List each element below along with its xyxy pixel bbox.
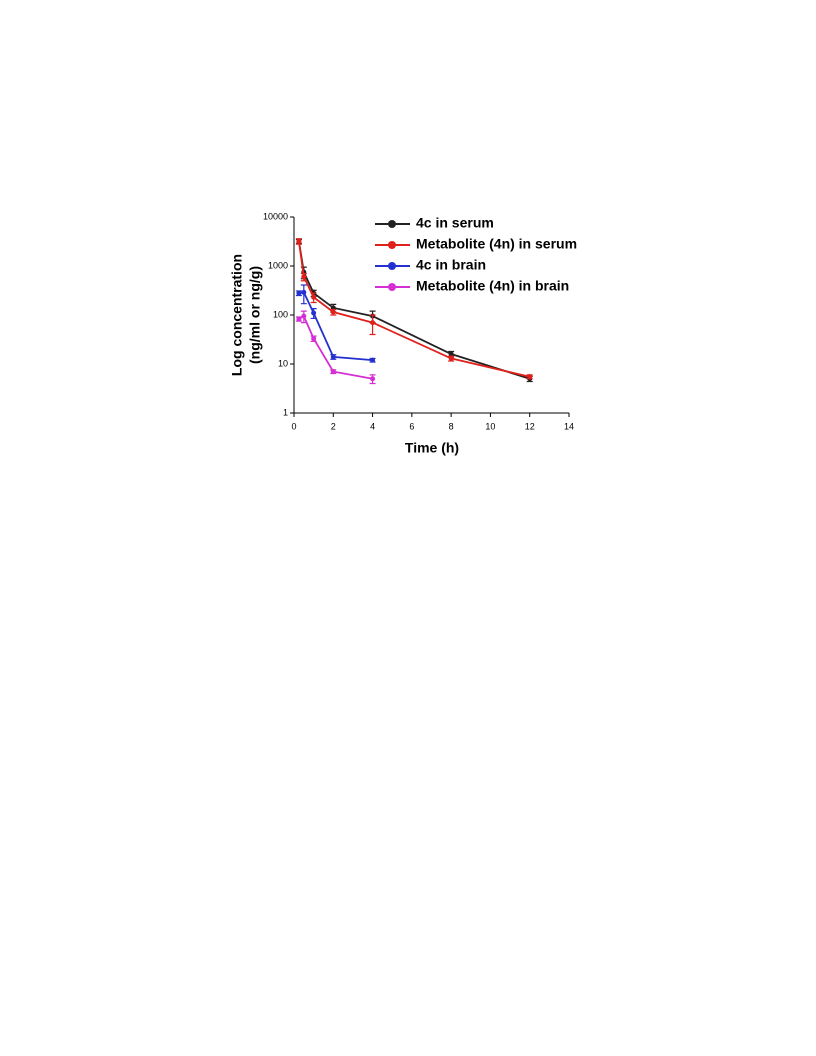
data-point bbox=[527, 374, 533, 380]
legend-label: Metabolite (4n) in brain bbox=[416, 278, 569, 294]
data-point bbox=[301, 289, 307, 295]
data-point bbox=[370, 320, 376, 326]
legend-label: 4c in serum bbox=[416, 215, 494, 231]
x-tick-label: 4 bbox=[370, 421, 375, 431]
data-point bbox=[311, 310, 317, 316]
y-tick-label: 10 bbox=[278, 358, 288, 368]
legend-marker bbox=[388, 241, 396, 249]
y-tick-label: 1 bbox=[283, 407, 288, 417]
legend-label: 4c in brain bbox=[416, 257, 486, 273]
x-tick-label: 8 bbox=[449, 421, 454, 431]
data-point bbox=[301, 313, 307, 319]
data-point bbox=[330, 369, 336, 375]
x-tick-label: 2 bbox=[331, 421, 336, 431]
legend-marker bbox=[388, 283, 396, 291]
data-point bbox=[296, 290, 302, 296]
x-tick-label: 12 bbox=[525, 421, 535, 431]
series-line bbox=[298, 291, 373, 362]
y-axis-label: (ng/ml or ng/g) bbox=[247, 266, 263, 364]
legend-marker bbox=[388, 220, 396, 228]
y-tick-label: 100 bbox=[273, 309, 288, 319]
data-point bbox=[296, 316, 302, 322]
data-point bbox=[296, 238, 302, 244]
y-tick-label: 1000 bbox=[268, 260, 288, 270]
x-tick-label: 10 bbox=[485, 421, 495, 431]
data-point bbox=[370, 357, 376, 363]
data-point bbox=[301, 274, 307, 280]
x-tick-label: 6 bbox=[409, 421, 414, 431]
data-point bbox=[330, 354, 336, 360]
x-tick-label: 0 bbox=[291, 421, 296, 431]
data-point bbox=[448, 355, 454, 361]
data-point bbox=[448, 351, 454, 357]
data-point bbox=[311, 294, 317, 300]
y-tick-label: 10000 bbox=[263, 211, 288, 221]
data-point bbox=[330, 309, 336, 315]
data-point bbox=[370, 376, 376, 382]
legend-marker bbox=[388, 262, 396, 270]
x-tick-label: 14 bbox=[564, 421, 574, 431]
data-point bbox=[311, 336, 317, 342]
x-axis-label: Time (h) bbox=[405, 440, 459, 456]
y-axis-label: Log concentration bbox=[229, 254, 245, 376]
legend-label: Metabolite (4n) in serum bbox=[416, 236, 577, 252]
